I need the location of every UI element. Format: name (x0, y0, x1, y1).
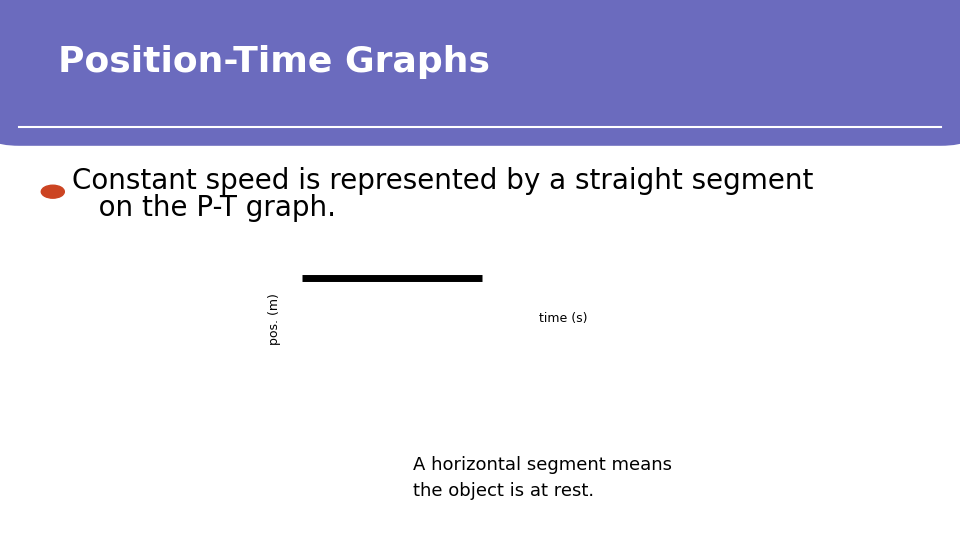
Text: Constant speed is represented by a straight segment: Constant speed is represented by a strai… (72, 167, 813, 195)
Circle shape (41, 185, 64, 198)
Text: Position-Time Graphs: Position-Time Graphs (58, 45, 490, 79)
FancyBboxPatch shape (0, 0, 960, 146)
Text: time (s): time (s) (539, 312, 588, 325)
Text: A horizontal segment means
the object is at rest.: A horizontal segment means the object is… (413, 456, 672, 500)
Text: on the P-T graph.: on the P-T graph. (72, 194, 336, 222)
Text: pos. (m): pos. (m) (268, 293, 281, 345)
